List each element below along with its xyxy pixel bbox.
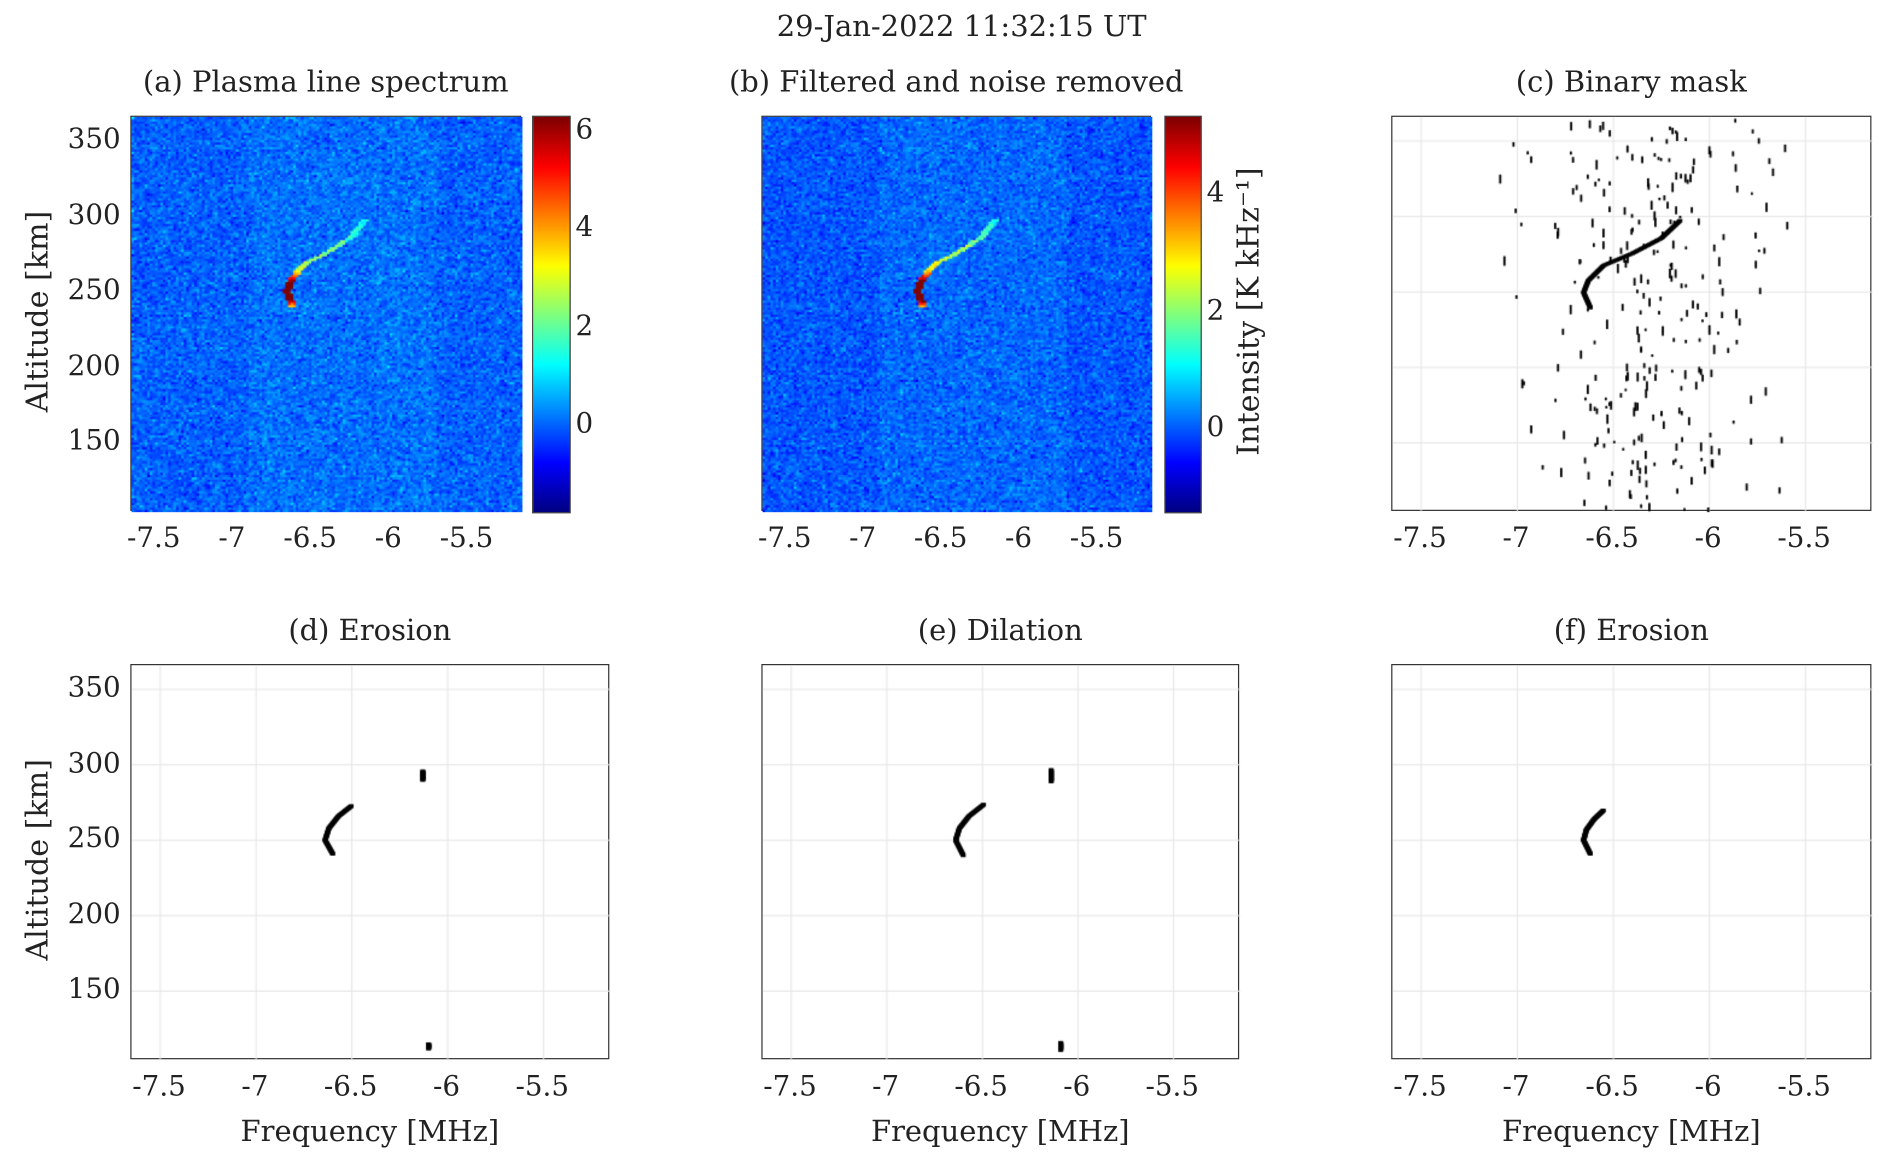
x-tick-label: -5.5: [1069, 523, 1124, 555]
x-tick-label: -6: [432, 1071, 460, 1103]
x-axis-label: Frequency [MHz]: [1502, 1114, 1761, 1149]
x-axis-label: Frequency [MHz]: [870, 1114, 1130, 1149]
x-tick-label: -7.5: [1393, 523, 1447, 555]
x-tick-label: -7.5: [757, 523, 812, 555]
y-tick-label: 300: [67, 199, 121, 231]
mask-image: [762, 665, 1241, 1061]
y-tick-label: 200: [67, 350, 121, 382]
plot-area: [761, 115, 1153, 513]
x-tick-label: -6: [1005, 523, 1033, 555]
x-tick-label: -5.5: [515, 1071, 570, 1103]
y-tick-label: 150: [67, 974, 121, 1006]
x-axis-label: Frequency [MHz]: [240, 1114, 500, 1149]
plot-area: [130, 664, 611, 1061]
x-tick-label: -5.5: [1777, 523, 1831, 555]
x-tick-label: -6.5: [1585, 1071, 1639, 1103]
heatmap-image: [131, 116, 523, 513]
x-tick-label: -7: [241, 1071, 269, 1103]
x-tick-label: -7: [1502, 1071, 1530, 1103]
y-axis-label: Altitude [km]: [18, 758, 54, 961]
colorbar: [532, 115, 571, 514]
x-tick-label: -7.5: [132, 1071, 186, 1103]
x-tick-label: -5.5: [1777, 1071, 1831, 1103]
colorbar-tick-label: 4: [1206, 176, 1225, 209]
x-tick-label: -7.5: [763, 1071, 817, 1103]
panel-title: (e) Dilation: [917, 613, 1083, 648]
y-tick-label: 250: [67, 275, 121, 307]
x-tick-label: -6: [374, 523, 402, 555]
x-tick-label: -6.5: [323, 1071, 378, 1103]
colorbar: [1164, 115, 1202, 514]
x-tick-label: -6: [1063, 1071, 1091, 1103]
y-tick-label: 150: [67, 425, 121, 458]
x-tick-label: -7.5: [1393, 1071, 1447, 1103]
colorbar-tick-label: 0: [575, 408, 594, 440]
x-tick-label: -7: [218, 523, 246, 555]
x-tick-label: -5.5: [439, 523, 494, 555]
y-tick-label: 250: [67, 823, 121, 855]
y-axis-label: Altitude [km]: [18, 210, 54, 413]
x-tick-label: -5.5: [1145, 1071, 1200, 1103]
colorbar-tick-label: 2: [1206, 294, 1225, 327]
x-tick-label: -7: [1502, 523, 1530, 555]
mask-image: [1392, 116, 1873, 513]
colorbar-label: Intensity [K kHz⁻¹]: [1230, 167, 1266, 456]
panel-title: (c) Binary mask: [1515, 65, 1747, 99]
plot-area: [761, 664, 1241, 1061]
x-tick-label: -6: [1694, 523, 1722, 555]
x-tick-label: -6.5: [283, 523, 337, 555]
y-tick-label: 350: [67, 124, 121, 156]
panel-title: (d) Erosion: [288, 613, 452, 648]
y-tick-label: 350: [67, 672, 121, 704]
plot-area: [1391, 664, 1873, 1061]
panel-title: (a) Plasma line spectrum: [142, 65, 509, 99]
colorbar-tick-label: 2: [575, 310, 594, 342]
figure-title: 29-Jan-2022 11:32:15 UT: [776, 9, 1147, 44]
colorbar-tick-label: 0: [1206, 412, 1225, 445]
plot-area: [130, 115, 523, 513]
colorbar-tick-label: 6: [575, 114, 594, 147]
y-tick-label: 200: [67, 898, 121, 931]
heatmap-image: [762, 116, 1153, 513]
x-tick-label: -6.5: [1585, 523, 1639, 555]
colorbar-tick-label: 4: [575, 212, 594, 244]
x-tick-label: -6.5: [954, 1071, 1008, 1103]
x-tick-label: -7: [872, 1071, 900, 1103]
x-tick-label: -6.5: [913, 523, 968, 555]
x-tick-label: -6: [1694, 1071, 1722, 1103]
panel-title: (f) Erosion: [1553, 613, 1709, 648]
x-tick-label: -7: [849, 523, 877, 555]
mask-image: [131, 665, 611, 1061]
plot-area: [1391, 115, 1873, 513]
y-tick-label: 300: [67, 747, 121, 780]
mask-image: [1392, 665, 1873, 1061]
x-tick-label: -7.5: [127, 523, 181, 555]
panel-title: (b) Filtered and noise removed: [728, 65, 1184, 99]
